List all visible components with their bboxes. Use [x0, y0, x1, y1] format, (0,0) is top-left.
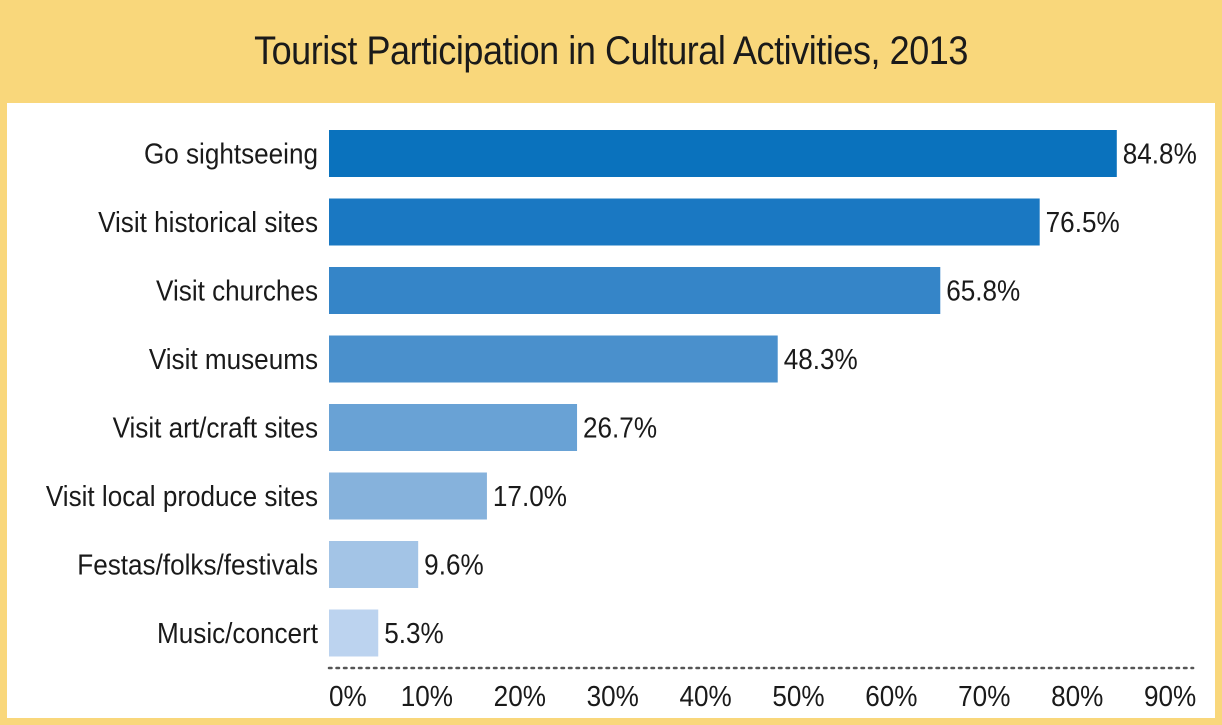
category-label-go-sightseeing: Go sightseeing [144, 137, 318, 170]
x-tick-label-70: 70% [958, 680, 1010, 713]
bar-visit-historical-sites [329, 198, 1040, 246]
value-label-visit-art-craft-sites: 26.7% [583, 411, 657, 444]
value-label-music-concert: 5.3% [384, 617, 443, 650]
category-label-visit-churches: Visit churches [156, 274, 318, 307]
category-label-festas-folks-festivals: Festas/folks/festivals [77, 548, 318, 581]
category-label-visit-museums: Visit museums [149, 343, 318, 376]
chart-title: Tourist Participation in Cultural Activi… [254, 29, 968, 73]
x-tick-label-0: 0% [329, 680, 367, 713]
value-label-festas-folks-festivals: 9.6% [424, 548, 483, 581]
labels-layer: Go sightseeing 84.8% Visit historical site… [46, 137, 1197, 649]
x-tick-label-10: 10% [401, 680, 453, 713]
bar-go-sightseeing [329, 130, 1117, 177]
value-label-visit-historical-sites: 76.5% [1046, 206, 1120, 239]
x-tick-label-50: 50% [772, 680, 824, 713]
x-tick-label-60: 60% [865, 680, 917, 713]
category-label-music-concert: Music/concert [157, 617, 318, 650]
value-label-visit-local-produce-sites: 17.0% [493, 480, 567, 513]
category-label-visit-art-craft-sites: Visit art/craft sites [113, 411, 318, 444]
x-tick-label-90: 90% [1144, 680, 1196, 713]
x-tick-label-30: 30% [587, 680, 639, 713]
title-band [0, 0, 1222, 103]
value-label-visit-churches: 65.8% [946, 274, 1020, 307]
x-tick-label-20: 20% [494, 680, 546, 713]
value-label-go-sightseeing: 84.8% [1123, 137, 1197, 170]
x-axis: 0% 10% 20% 30% 40% 50% 60% 70% 80% 90% [327, 666, 1196, 713]
bar-visit-art-craft-sites [329, 404, 578, 451]
bar-festas-folks-festivals [329, 541, 419, 588]
x-tick-label-40: 40% [679, 680, 731, 713]
value-label-visit-museums: 48.3% [784, 343, 858, 376]
bar-music-concert [329, 609, 379, 657]
category-label-visit-local-produce-sites: Visit local produce sites [46, 480, 318, 513]
bar-visit-churches [329, 267, 941, 314]
bars-layer [329, 130, 1117, 657]
bar-visit-museums [329, 335, 778, 383]
category-label-visit-historical-sites: Visit historical sites [98, 206, 318, 239]
x-tick-label-80: 80% [1051, 680, 1103, 713]
bar-visit-local-produce-sites [329, 472, 487, 520]
